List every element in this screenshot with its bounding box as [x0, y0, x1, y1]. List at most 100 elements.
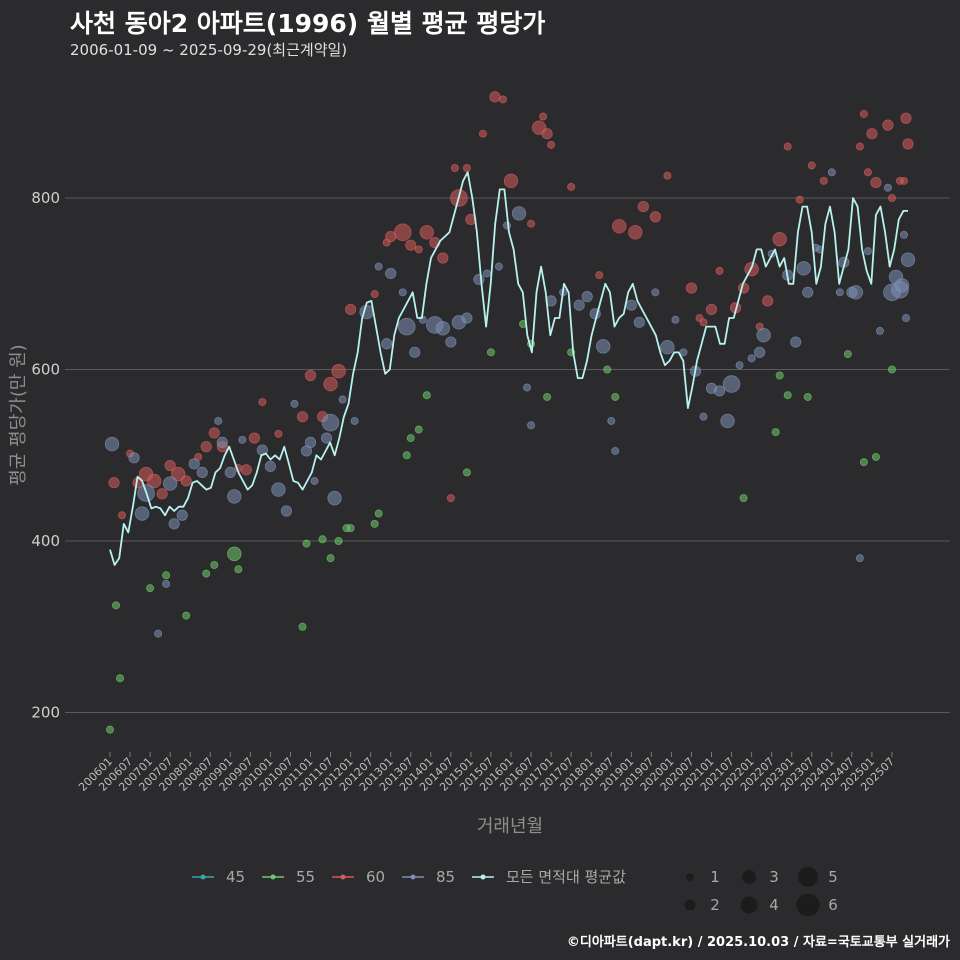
point-85 — [900, 252, 916, 267]
point-60 — [859, 109, 868, 118]
point-85 — [162, 476, 178, 491]
size-legend-label: 2 — [710, 896, 720, 914]
point-60 — [489, 91, 501, 103]
point-60 — [248, 432, 260, 444]
point-60 — [795, 195, 804, 204]
point-60 — [887, 193, 896, 202]
point-85 — [581, 291, 593, 303]
point-55 — [462, 468, 471, 477]
point-85 — [214, 416, 223, 425]
legend-swatch-dot — [270, 874, 276, 880]
point-55 — [783, 391, 792, 400]
size-legend-label: 3 — [769, 868, 779, 886]
point-85 — [381, 338, 393, 350]
y-axis-label: 평균 평당가(만 원) — [8, 344, 29, 485]
point-55 — [116, 674, 125, 683]
point-60 — [882, 119, 894, 131]
point-60 — [783, 142, 792, 151]
point-55 — [775, 371, 784, 380]
point-85 — [445, 336, 457, 348]
point-60 — [900, 112, 912, 124]
size-legend-label: 4 — [769, 896, 779, 914]
point-55 — [227, 546, 242, 562]
point-60 — [870, 176, 882, 189]
point-60 — [274, 429, 283, 438]
point-60 — [772, 231, 787, 247]
point-85 — [883, 183, 892, 192]
point-55 — [871, 452, 880, 461]
point-85 — [188, 458, 200, 470]
point-85 — [224, 466, 236, 478]
point-60 — [699, 318, 708, 327]
point-60 — [628, 225, 643, 240]
point-85 — [894, 278, 910, 293]
point-85 — [651, 288, 660, 297]
point-55 — [112, 601, 121, 610]
point-55 — [406, 434, 415, 443]
point-55 — [374, 509, 383, 518]
point-60 — [345, 303, 357, 316]
point-55 — [298, 622, 307, 631]
point-85 — [397, 317, 416, 336]
point-85 — [327, 490, 342, 506]
point-55 — [370, 519, 379, 528]
point-85 — [154, 629, 163, 638]
point-85 — [848, 285, 864, 300]
point-55 — [803, 392, 812, 401]
point-85 — [238, 435, 247, 444]
point-85 — [320, 432, 333, 444]
point-85 — [573, 299, 585, 311]
point-55 — [859, 458, 868, 467]
point-60 — [715, 266, 724, 275]
point-55 — [318, 535, 327, 544]
point-85 — [527, 421, 536, 430]
point-85 — [162, 579, 171, 588]
point-55 — [162, 571, 171, 580]
point-85 — [511, 206, 527, 221]
y-tick-label: 200 — [31, 704, 60, 722]
point-60 — [419, 225, 434, 240]
point-85 — [435, 321, 451, 336]
point-55 — [611, 392, 620, 401]
size-legend-dot — [742, 870, 756, 884]
point-55 — [106, 725, 115, 734]
point-60 — [200, 441, 212, 453]
point-55 — [326, 554, 335, 563]
legend-label: 85 — [436, 868, 455, 886]
legend-swatch-dot — [340, 874, 346, 880]
point-60 — [240, 464, 252, 476]
point-60 — [450, 163, 459, 172]
point-55 — [146, 584, 155, 593]
point-85 — [473, 273, 485, 286]
point-55 — [346, 524, 355, 533]
point-60 — [819, 176, 828, 185]
legend-swatch-dot — [480, 874, 486, 880]
point-85 — [835, 288, 844, 297]
point-85 — [722, 375, 741, 393]
point-85 — [523, 383, 532, 392]
point-85 — [264, 460, 277, 472]
point-60 — [547, 140, 556, 149]
point-85 — [660, 340, 675, 355]
point-60 — [863, 168, 872, 177]
point-85 — [901, 314, 910, 323]
point-60 — [637, 200, 649, 213]
point-85 — [196, 466, 208, 478]
chart-subtitle: 2006-01-09 ~ 2025-09-29(최근계약일) — [70, 41, 348, 59]
source-footer: ©디아파트(dapt.kr) / 2025.10.03 / 자료=국토교통부 실… — [566, 935, 950, 950]
legend-label: 45 — [226, 868, 245, 886]
point-85 — [409, 346, 421, 358]
point-60 — [446, 494, 455, 503]
point-60 — [663, 171, 672, 180]
point-85 — [699, 412, 708, 421]
point-60 — [414, 245, 423, 254]
point-85 — [863, 247, 872, 256]
point-85 — [310, 476, 319, 485]
point-60 — [405, 239, 417, 251]
point-85 — [128, 452, 140, 464]
point-85 — [671, 315, 680, 324]
point-85 — [290, 399, 299, 408]
point-60 — [685, 282, 698, 294]
